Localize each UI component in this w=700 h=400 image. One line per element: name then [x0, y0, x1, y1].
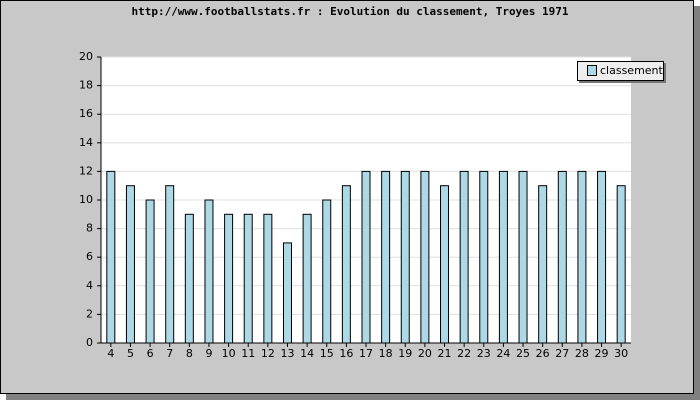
bar — [282, 242, 292, 344]
x-tick-label: 20 — [418, 347, 432, 360]
bar — [302, 213, 312, 344]
x-tick-label: 14 — [300, 347, 314, 360]
y-tick-label: 14 — [79, 136, 93, 149]
y-tick-label: 20 — [79, 50, 93, 63]
x-tick-label: 25 — [516, 347, 530, 360]
bar — [204, 199, 214, 344]
bar — [145, 199, 155, 344]
y-tick-label: 16 — [79, 107, 93, 120]
x-tick-label: 28 — [575, 347, 589, 360]
bar — [538, 185, 548, 344]
y-tick-label: 18 — [79, 79, 93, 92]
x-tick-label: 10 — [222, 347, 236, 360]
y-tick-label: 0 — [86, 336, 93, 349]
x-tick-label: 29 — [595, 347, 609, 360]
bar — [381, 170, 391, 344]
bar — [459, 170, 469, 344]
x-tick-label: 19 — [398, 347, 412, 360]
x-tick-label: 24 — [496, 347, 510, 360]
x-tick-label: 18 — [379, 347, 393, 360]
bar — [341, 185, 351, 344]
bar — [400, 170, 410, 344]
x-tick-label: 9 — [205, 347, 212, 360]
legend-box — [577, 61, 664, 81]
x-tick-label: 23 — [477, 347, 491, 360]
x-tick-label: 5 — [127, 347, 134, 360]
legend: classement — [577, 61, 666, 83]
x-tick-label: 22 — [457, 347, 471, 360]
x-tick-label: 26 — [536, 347, 550, 360]
y-tick-label: 4 — [86, 279, 93, 292]
y-tick-label: 10 — [79, 193, 93, 206]
x-tick-label: 30 — [614, 347, 628, 360]
x-tick-label: 17 — [359, 347, 373, 360]
bar — [479, 170, 489, 344]
x-tick-label: 12 — [261, 347, 275, 360]
bar — [361, 170, 371, 344]
x-tick-label: 4 — [107, 347, 114, 360]
y-tick-label: 2 — [86, 307, 93, 320]
legend-swatch — [587, 65, 597, 76]
x-tick-label: 13 — [280, 347, 294, 360]
x-tick-label: 16 — [339, 347, 353, 360]
x-tick-label: 7 — [166, 347, 173, 360]
bar — [263, 213, 273, 344]
bar — [125, 185, 135, 344]
bar — [518, 170, 528, 344]
x-tick-label: 8 — [186, 347, 193, 360]
bar — [224, 213, 234, 344]
x-tick-label: 21 — [438, 347, 452, 360]
bar — [577, 170, 587, 344]
y-tick-label: 8 — [86, 222, 93, 235]
x-tick-label: 11 — [241, 347, 255, 360]
bar — [616, 185, 626, 344]
bar — [184, 213, 194, 344]
bar — [597, 170, 607, 344]
bar — [557, 170, 567, 344]
x-tick-label: 27 — [555, 347, 569, 360]
bar — [498, 170, 508, 344]
x-tick-label: 6 — [147, 347, 154, 360]
legend-label: classement — [600, 64, 664, 77]
bar — [322, 199, 332, 344]
x-tick-label: 15 — [320, 347, 334, 360]
bar — [420, 170, 430, 344]
y-tick-label: 6 — [86, 250, 93, 263]
chart-title: http://www.footballstats.fr : Evolution … — [131, 5, 568, 18]
y-tick-label: 12 — [79, 164, 93, 177]
bar — [440, 185, 450, 344]
bar — [165, 185, 175, 344]
bar — [106, 170, 116, 344]
bar — [243, 213, 253, 344]
